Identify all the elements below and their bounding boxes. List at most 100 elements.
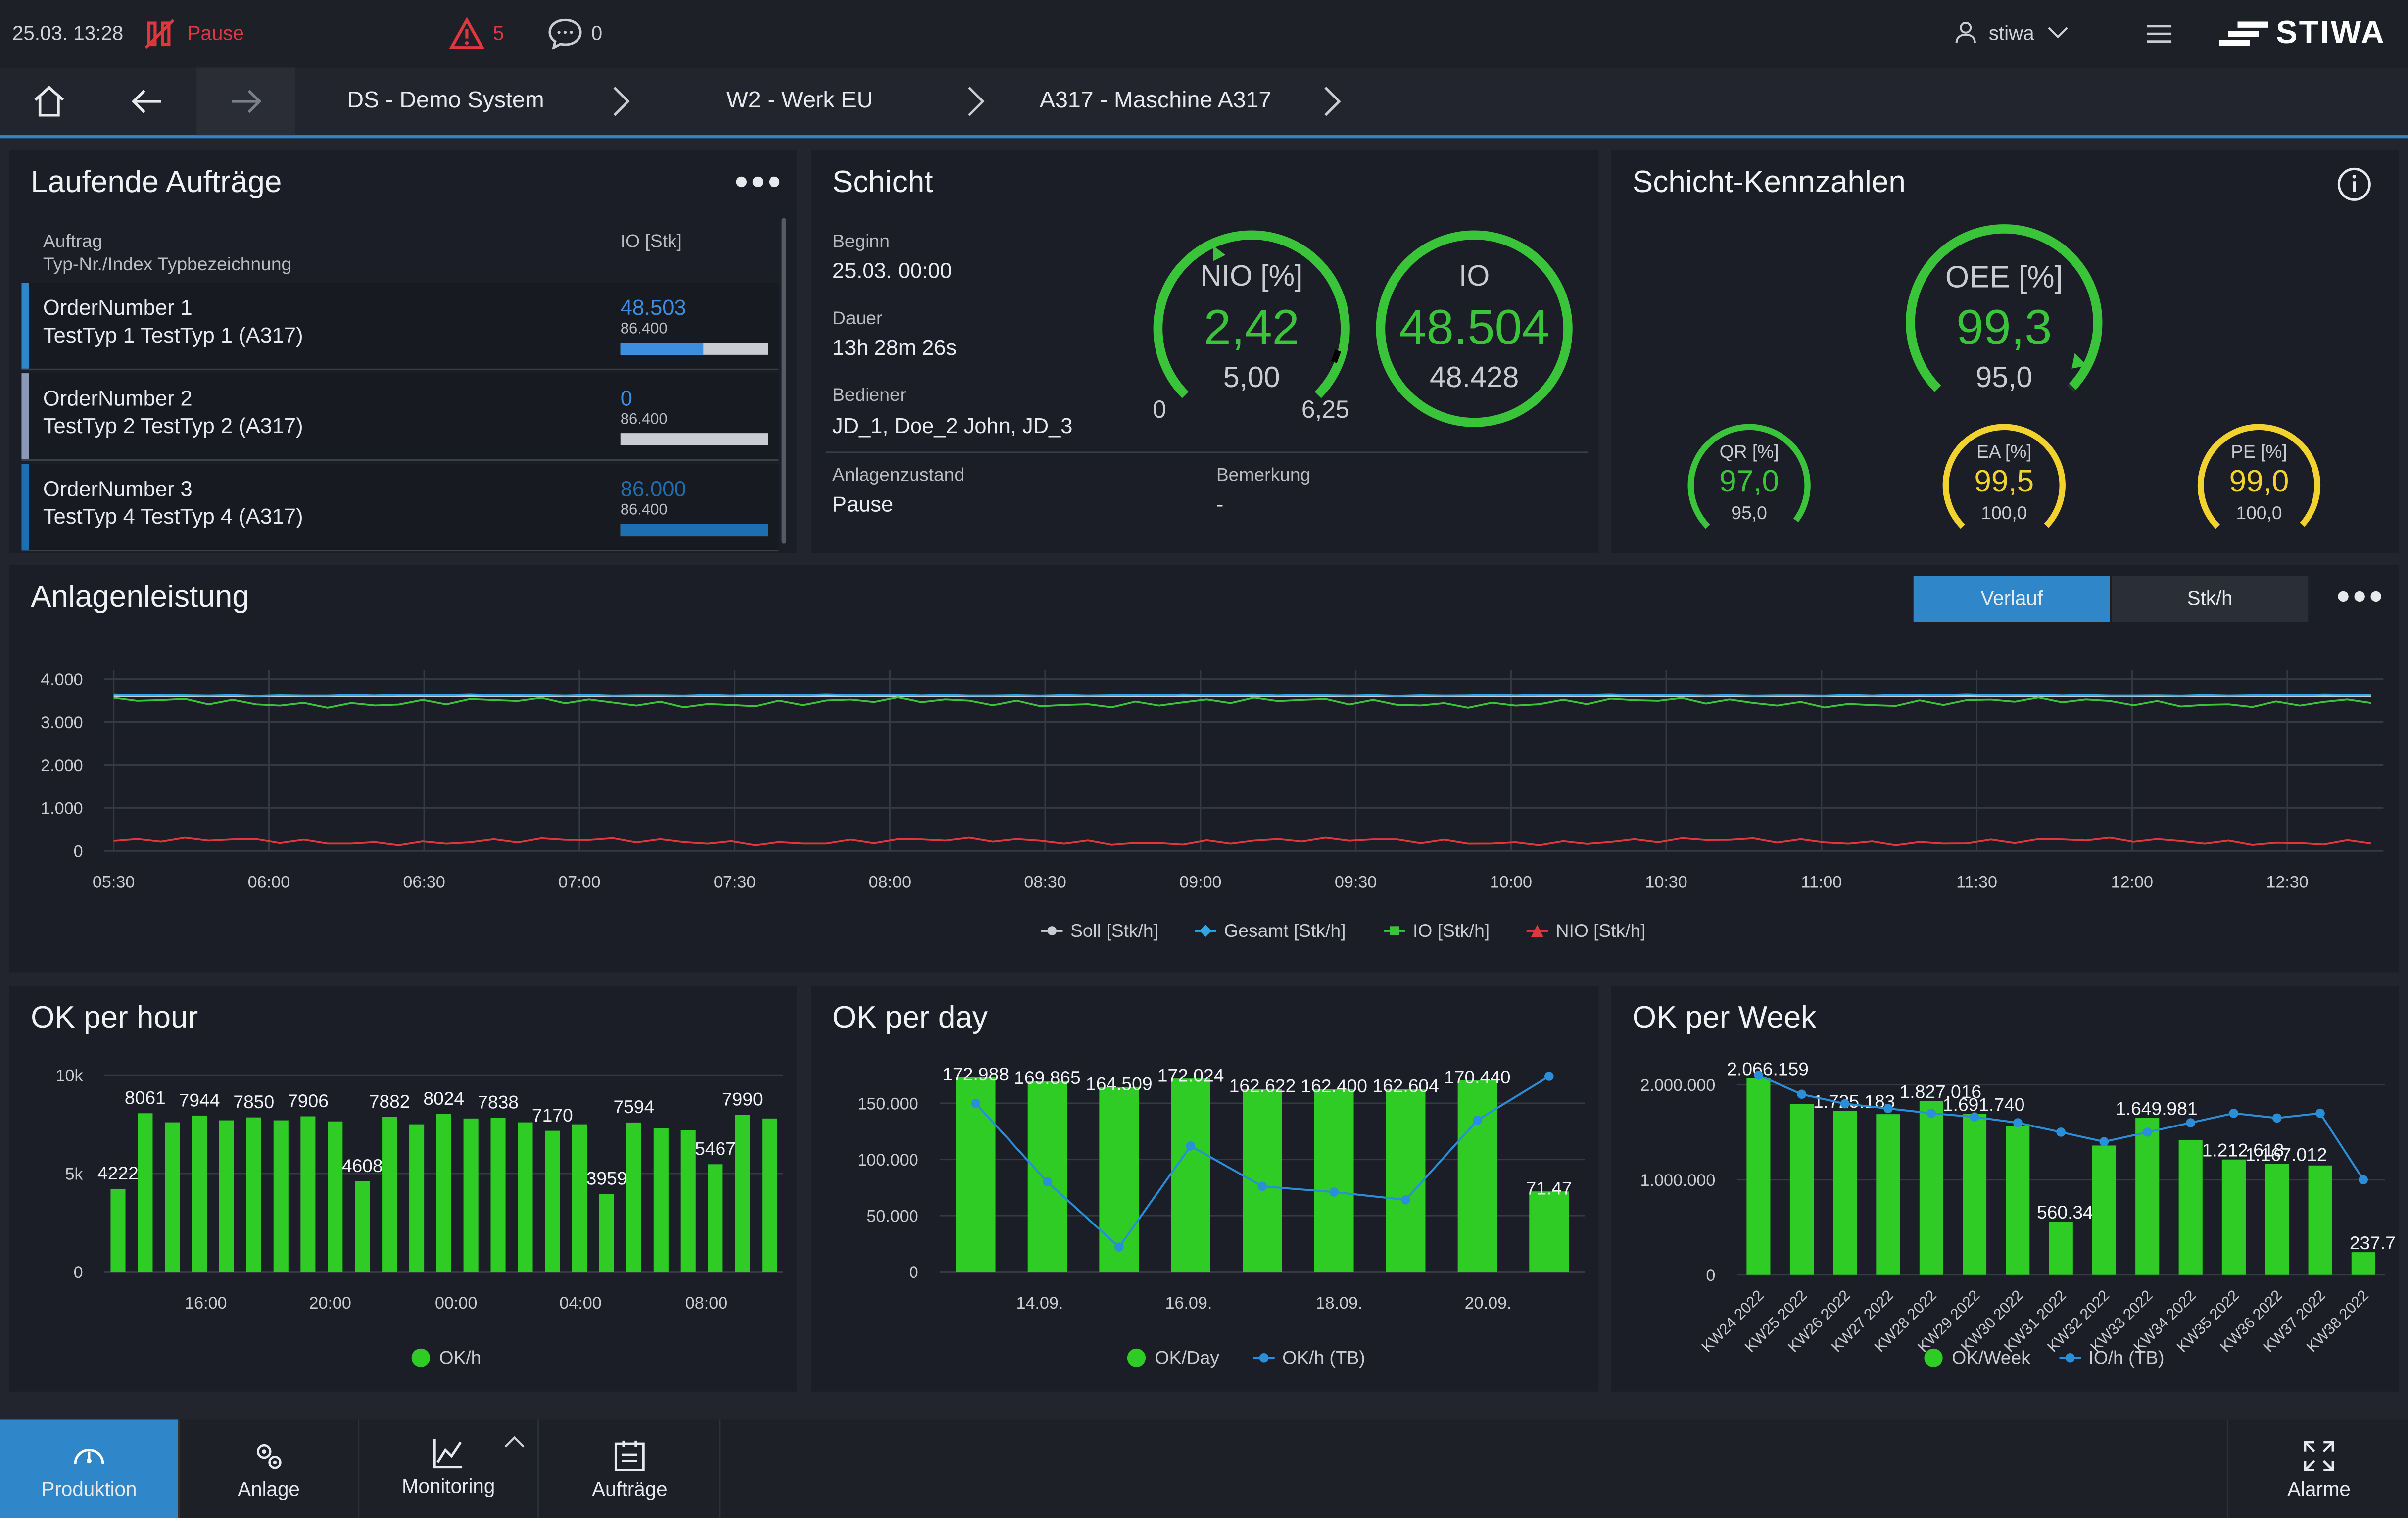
- tab-produktion[interactable]: Produktion: [0, 1419, 180, 1518]
- order-status-bar: [21, 464, 29, 550]
- y-tick-label: 100.000: [857, 1151, 918, 1170]
- chevron-right-icon[interactable]: [1319, 83, 1344, 128]
- bar: [246, 1117, 261, 1272]
- y-tick-label: 3.000: [41, 713, 83, 732]
- nio-target-marker: [1213, 245, 1226, 261]
- line-point: [2013, 1118, 2023, 1127]
- breadcrumb-item-machine[interactable]: A317 - Maschine A317: [1039, 87, 1272, 114]
- alarms-button[interactable]: Alarme: [2226, 1419, 2408, 1518]
- legend-label: IO [Stk/h]: [1413, 920, 1490, 941]
- message-count: 0: [591, 21, 603, 45]
- forward-button[interactable]: [196, 67, 295, 136]
- chevron-down-icon[interactable]: [2046, 20, 2071, 52]
- bar: [545, 1130, 560, 1272]
- order-status-bar: [21, 283, 29, 369]
- ea-gauge-label: EA [%]: [1976, 441, 2032, 462]
- info-icon[interactable]: [2336, 166, 2372, 210]
- order-progress-fill: [620, 524, 768, 537]
- pause-icon[interactable]: [142, 15, 178, 60]
- breadcrumb-item-plant[interactable]: W2 - Werk EU: [726, 87, 873, 114]
- order-type: TestTyp 1 TestTyp 1 (A317): [43, 322, 303, 347]
- line-point: [1926, 1108, 1936, 1118]
- toggle-verlauf-button[interactable]: Verlauf: [1913, 576, 2110, 622]
- kpi-gauges: OEE [%] 99,3 95,0 QR [%] 97,0 95,0 EA [%…: [1687, 224, 2321, 529]
- oee-gauge-label: OEE [%]: [1945, 260, 2063, 294]
- x-tick-label: 08:00: [685, 1294, 727, 1313]
- forward-arrow-icon[interactable]: [227, 83, 264, 128]
- line-point: [1473, 1115, 1482, 1125]
- user-name[interactable]: stiwa: [1988, 21, 2034, 45]
- data-label: 7850: [233, 1091, 274, 1112]
- line-point: [2143, 1127, 2152, 1137]
- x-tick-label: 16:00: [185, 1294, 227, 1313]
- y-tick-label: 150.000: [857, 1094, 918, 1113]
- y-tick-label: 0: [909, 1263, 918, 1282]
- line-point: [1329, 1187, 1339, 1197]
- tab-auftraege[interactable]: Aufträge: [540, 1419, 721, 1518]
- bar: [110, 1188, 126, 1272]
- order-progress-fill: [620, 343, 703, 355]
- duration-label: Dauer: [832, 307, 883, 329]
- bar: [1457, 1080, 1497, 1272]
- nio-gauge-arc: [1153, 230, 1350, 398]
- nio-gauge-value: 2,42: [1204, 300, 1300, 355]
- breadcrumb-item-system[interactable]: DS - Demo System: [347, 87, 544, 114]
- line-point: [971, 1098, 980, 1108]
- data-label: 5467: [695, 1138, 736, 1159]
- more-options-icon[interactable]: ●●●: [734, 169, 783, 196]
- line-point: [1114, 1242, 1124, 1252]
- back-arrow-icon[interactable]: [129, 83, 166, 128]
- x-tick-label: 11:30: [1956, 873, 1997, 892]
- line-point: [2272, 1113, 2282, 1123]
- y-tick-label: 5k: [65, 1165, 84, 1183]
- order-row[interactable]: OrderNumber 1 TestTyp 1 TestTyp 1 (A317)…: [21, 283, 779, 370]
- chevron-up-icon[interactable]: [504, 1431, 525, 1455]
- ok-per-day-panel: OK per day 150.000 100.000 50.000 0 172.988 1…: [811, 986, 1599, 1392]
- y-tick-label: 1.000: [41, 799, 83, 818]
- order-progress-track: [620, 343, 768, 355]
- user-icon[interactable]: [1953, 20, 1978, 52]
- ok-per-hour-chart: 10k 5k 0 4222 8061 7944 7850 7906 4608 7882 8024 78…: [56, 1067, 783, 1368]
- more-options-icon[interactable]: ●●●: [2336, 584, 2385, 610]
- legend-marker: [1531, 925, 1543, 937]
- bar: [1789, 1104, 1814, 1275]
- legend-label: OK/Week: [1952, 1347, 2030, 1368]
- operator-label: Bediener: [832, 384, 907, 406]
- legend-label: OK/h (TB): [1282, 1347, 1365, 1368]
- bar: [1746, 1078, 1771, 1275]
- top-bar: 25.03. 13:28 Pause 5 0 stiwa STIWA: [0, 0, 2408, 68]
- scrollbar[interactable]: [781, 218, 786, 544]
- legend-label: OK/h: [439, 1347, 482, 1368]
- alarm-icon[interactable]: [448, 15, 485, 60]
- order-row[interactable]: OrderNumber 3 TestTyp 4 TestTyp 4 (A317)…: [21, 464, 779, 552]
- data-label: 7990: [722, 1089, 763, 1110]
- state-label: Anlagenzustand: [832, 464, 965, 486]
- column-header-io: IO [Stk]: [620, 230, 682, 252]
- message-icon[interactable]: [547, 15, 583, 60]
- pause-label: Pause: [187, 21, 244, 45]
- data-label: 1.827.016: [1900, 1081, 1982, 1102]
- duration-value: 13h 28m 26s: [832, 335, 957, 360]
- tab-monitoring[interactable]: Monitoring: [359, 1419, 539, 1518]
- home-icon[interactable]: [31, 83, 67, 128]
- line-point: [2186, 1118, 2195, 1127]
- x-tick-label: 14.09.: [1016, 1294, 1063, 1313]
- menu-icon[interactable]: [2144, 18, 2174, 57]
- oee-gauge-arc: [1906, 224, 2103, 392]
- toggle-stkh-button[interactable]: Stk/h: [2112, 576, 2309, 622]
- line-point: [2099, 1137, 2109, 1146]
- y-tick-label: 0: [74, 1263, 83, 1282]
- order-io-value: 0: [620, 385, 632, 410]
- legend-marker: [2065, 1353, 2075, 1363]
- nio-gauge-min: 0: [1153, 395, 1166, 423]
- bar: [1243, 1089, 1282, 1272]
- tab-anlage[interactable]: Anlage: [180, 1419, 360, 1518]
- x-tick-label: 05:30: [93, 873, 135, 892]
- state-value: Pause: [832, 491, 894, 516]
- bar: [138, 1113, 153, 1272]
- order-row[interactable]: OrderNumber 2 TestTyp 2 TestTyp 2 (A317)…: [21, 373, 779, 461]
- bar: [599, 1194, 615, 1272]
- y-tick-label: 0: [74, 842, 83, 861]
- legend-marker: [1127, 1348, 1146, 1367]
- remark-value: -: [1216, 491, 1224, 516]
